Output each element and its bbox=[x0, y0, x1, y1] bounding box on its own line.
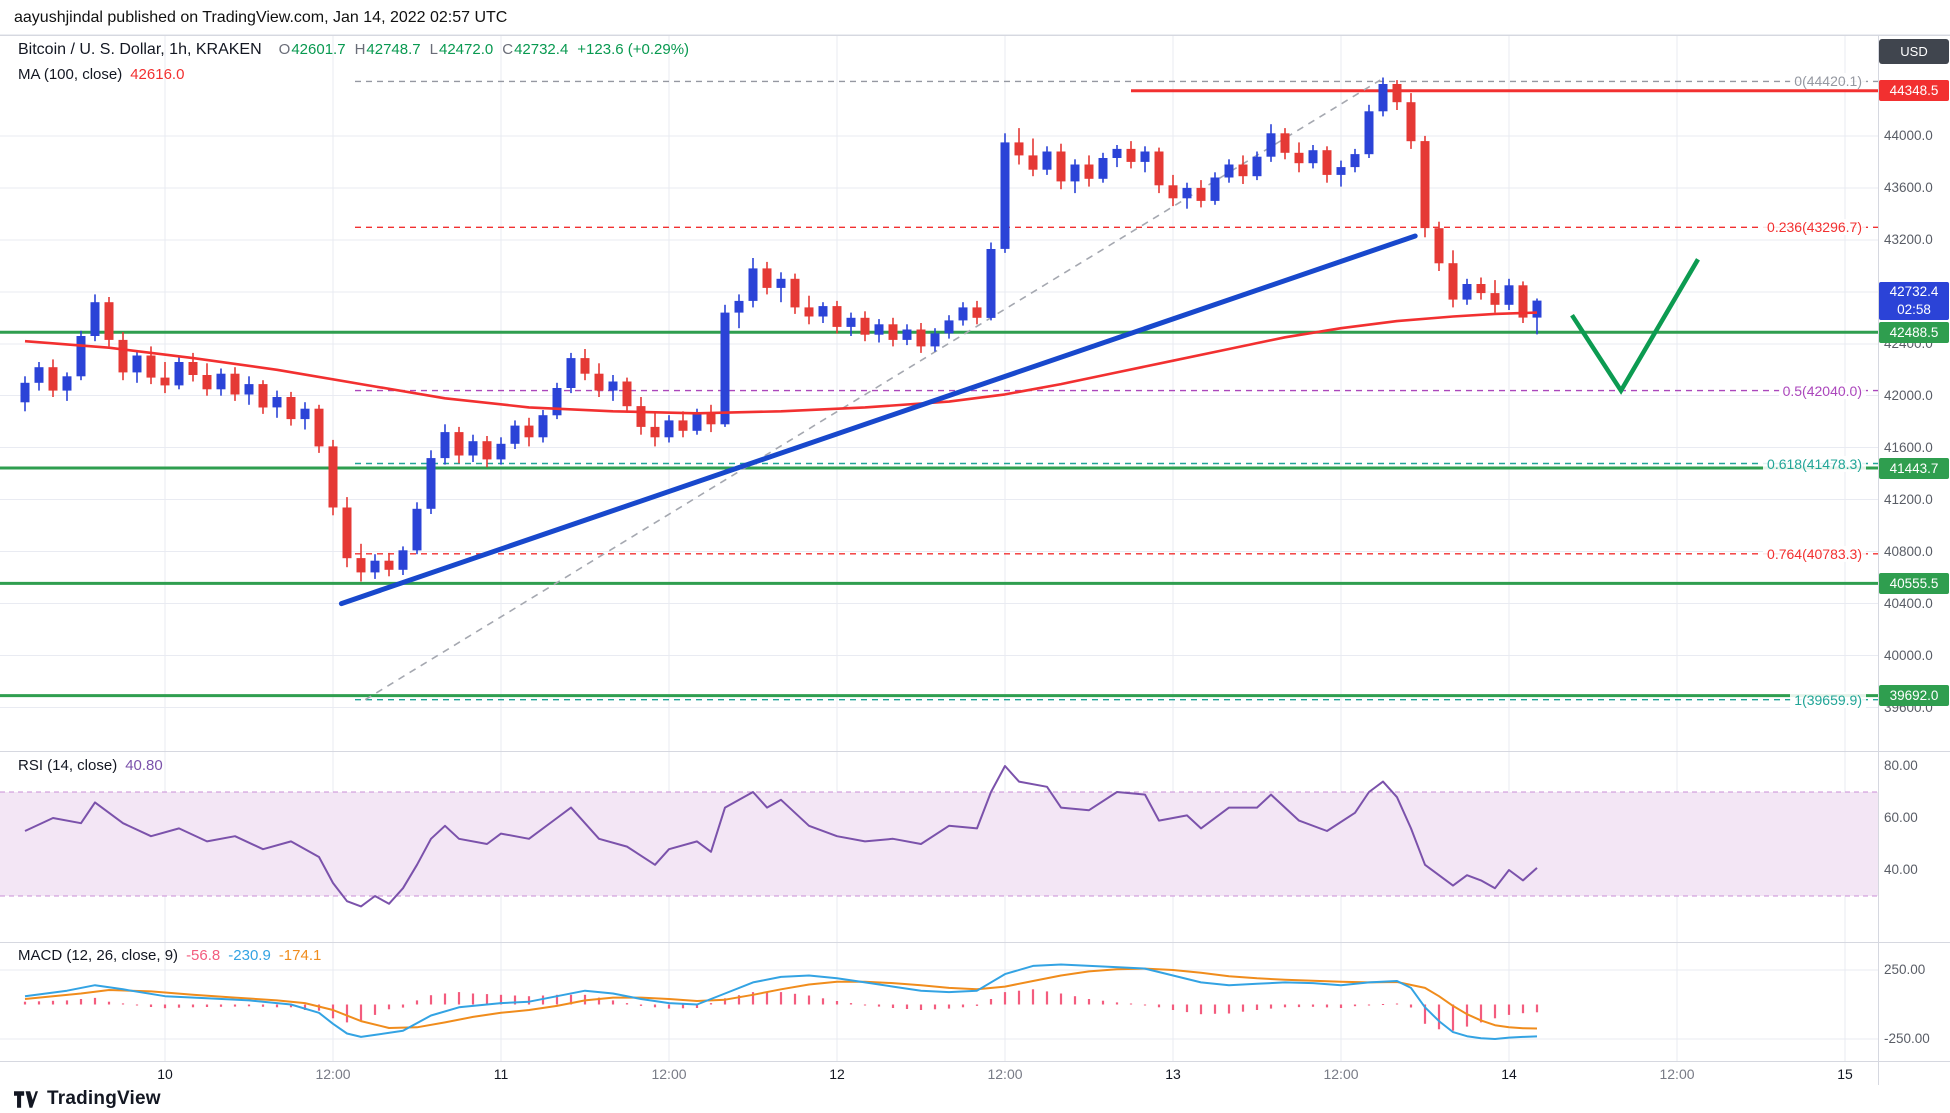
macd-legend: MACD (12, 26, close, 9) -56.8 -230.9 -174.1 bbox=[18, 947, 321, 964]
logo-bar: TradingView bbox=[0, 1085, 1950, 1113]
symbol-row: Bitcoin / U. S. Dollar, 1h, KRAKEN O42601… bbox=[18, 41, 689, 59]
rsi-label[interactable]: RSI (14, close) bbox=[18, 757, 118, 774]
low-label: L bbox=[429, 41, 438, 58]
publisher-text: aayushjindal published on TradingView.co… bbox=[14, 9, 508, 26]
publisher-bar: aayushjindal published on TradingView.co… bbox=[0, 0, 1950, 35]
high-label: H bbox=[354, 41, 366, 58]
change-value: +123.6 (+0.29%) bbox=[577, 41, 690, 58]
chart-legend: Bitcoin / U. S. Dollar, 1h, KRAKEN O42601… bbox=[18, 41, 689, 83]
open-value: 42601.7 bbox=[291, 41, 346, 58]
close-label: C bbox=[502, 41, 514, 58]
ma-label[interactable]: MA (100, close) bbox=[18, 66, 123, 83]
close-value: 42732.4 bbox=[514, 41, 569, 58]
tradingview-logo-icon[interactable] bbox=[14, 1090, 38, 1108]
macd-line-value: -230.9 bbox=[228, 947, 271, 964]
macd-signal-value: -174.1 bbox=[278, 947, 322, 964]
high-value: 42748.7 bbox=[366, 41, 421, 58]
ma-value: 42616.0 bbox=[130, 66, 185, 83]
ma-row: MA (100, close) 42616.0 bbox=[18, 66, 689, 83]
low-value: 42472.0 bbox=[438, 41, 494, 58]
rsi-value: 40.80 bbox=[125, 757, 163, 774]
currency-badge[interactable]: USD bbox=[1879, 39, 1949, 64]
tradingview-logo-text[interactable]: TradingView bbox=[47, 1088, 161, 1109]
macd-hist-value: -56.8 bbox=[186, 947, 221, 964]
rsi-legend: RSI (14, close) 40.80 bbox=[18, 757, 163, 774]
symbol-title[interactable]: Bitcoin / U. S. Dollar, 1h, KRAKEN bbox=[18, 41, 262, 58]
open-label: O bbox=[278, 41, 291, 58]
macd-label[interactable]: MACD (12, 26, close, 9) bbox=[18, 947, 179, 964]
